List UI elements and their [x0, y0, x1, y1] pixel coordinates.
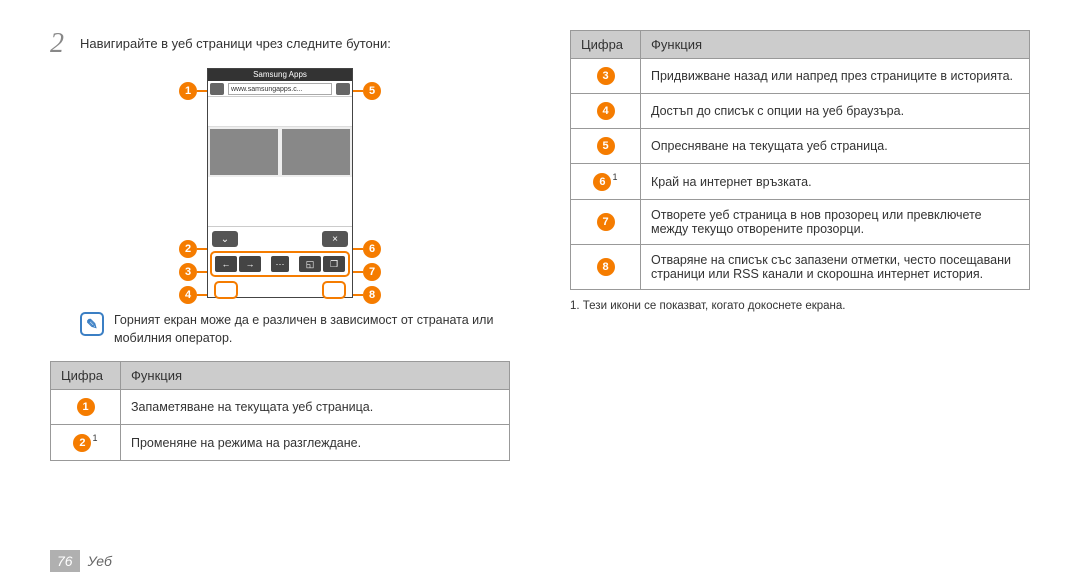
row-num: 3	[597, 67, 615, 85]
callout-1: 1	[179, 82, 197, 100]
col-header-num: Цифра	[571, 31, 641, 59]
col-header-func: Функция	[641, 31, 1030, 59]
note-icon: ✎	[80, 312, 104, 336]
webpage-content	[208, 97, 352, 227]
table-row: 21 Променяне на режима на разглеждане.	[51, 425, 510, 461]
row-sup: 1	[92, 433, 97, 443]
callout-5: 5	[363, 82, 381, 100]
function-table-left: Цифра Функция 1 Запаметяване на текущата…	[50, 361, 510, 461]
row-num: 7	[597, 213, 615, 231]
table-row: 5 Опресняване на текущата уеб страница.	[571, 129, 1030, 164]
footnote: 1. Тези икони се показват, когато докосн…	[570, 300, 1030, 312]
table-row: 8 Отваряне на списък със запазени отметк…	[571, 245, 1030, 290]
table-row: 1 Запаметяване на текущата уеб страница.	[51, 390, 510, 425]
row-text: Придвижване назад или напред през страни…	[641, 59, 1030, 94]
callout-4: 4	[179, 286, 197, 304]
toolbar-nav: ← → ⋯ ◱ ❐	[210, 251, 350, 277]
row-text: Отворете уеб страница в нов прозорец или…	[641, 200, 1030, 245]
table-row: 7 Отворете уеб страница в нов прозорец и…	[571, 200, 1030, 245]
options-icon: ⋯	[271, 256, 289, 272]
phone-header: Samsung Apps	[208, 69, 352, 81]
callout-6: 6	[363, 240, 381, 258]
row-num: 2	[73, 434, 91, 452]
function-table-right: Цифра Функция 3 Придвижване назад или на…	[570, 30, 1030, 290]
step-text: Навигирайте в уеб страници чрез следните…	[80, 30, 391, 51]
callout-3: 3	[179, 263, 197, 281]
toolbar-top: ⌄ ×	[208, 227, 352, 249]
callout-7: 7	[363, 263, 381, 281]
step-number: 2	[50, 30, 70, 58]
row-num: 1	[77, 398, 95, 416]
table-row: 3 Придвижване назад или напред през стра…	[571, 59, 1030, 94]
back-icon: ←	[215, 256, 237, 272]
callout-8: 8	[363, 286, 381, 304]
note-text: Горният екран може да е различен в завис…	[114, 312, 510, 347]
page-footer: 76 Уеб	[50, 550, 112, 572]
row-text: Променяне на режима на разглеждане.	[121, 425, 510, 461]
row-num: 6	[593, 173, 611, 191]
forward-icon: →	[239, 256, 261, 272]
step-2: 2 Навигирайте в уеб страници чрез следни…	[50, 30, 510, 58]
window-icon: ◱	[299, 256, 321, 272]
row-text: Опресняване на текущата уеб страница.	[641, 129, 1030, 164]
row-num: 5	[597, 137, 615, 155]
section-label: Уеб	[88, 553, 112, 569]
row-text: Отваряне на списък със запазени отметки,…	[641, 245, 1030, 290]
refresh-icon	[336, 83, 350, 95]
info-note: ✎ Горният екран може да е различен в зав…	[80, 312, 510, 347]
url-text: www.samsungapps.c...	[228, 83, 332, 95]
row-text: Край на интернет връзката.	[641, 164, 1030, 200]
col-header-func: Функция	[121, 362, 510, 390]
view-mode-icon: ⌄	[212, 231, 238, 247]
page-number: 76	[50, 550, 80, 572]
col-header-num: Цифра	[51, 362, 121, 390]
row-text: Достъп до списък с опции на уеб браузъра…	[641, 94, 1030, 129]
row-num: 4	[597, 102, 615, 120]
windows-icon: ❐	[323, 256, 345, 272]
callout-2: 2	[179, 240, 197, 258]
table-row: 4 Достъп до списък с опции на уеб браузъ…	[571, 94, 1030, 129]
close-icon: ×	[322, 231, 348, 247]
row-text: Запаметяване на текущата уеб страница.	[121, 390, 510, 425]
toolbar-bottom	[208, 279, 352, 301]
url-bar: www.samsungapps.c...	[208, 81, 352, 97]
bookmark-icon	[210, 83, 224, 95]
table-row: 61 Край на интернет връзката.	[571, 164, 1030, 200]
row-num: 8	[597, 258, 615, 276]
row-sup: 1	[612, 172, 617, 182]
phone-screenshot: 1 2 3 4 5 6	[185, 68, 375, 298]
